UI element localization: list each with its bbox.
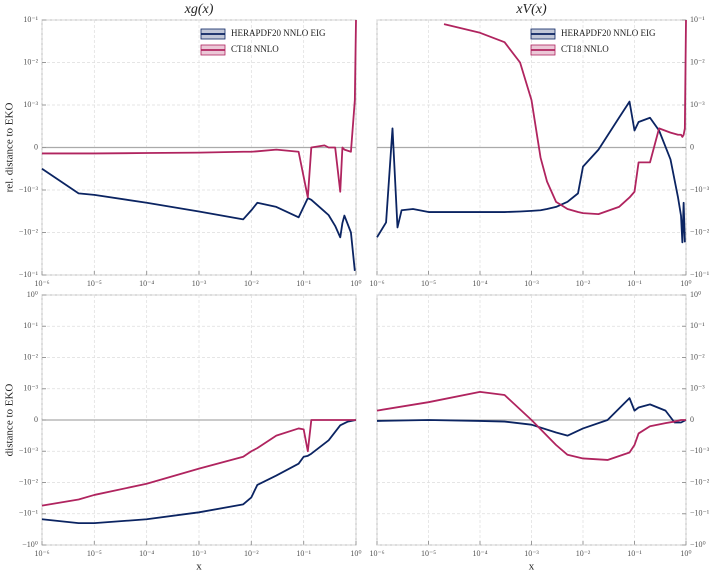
- x-tick-label: 10⁰: [680, 549, 691, 558]
- x-axis-label: x: [529, 561, 535, 573]
- y-tick-label: −10⁻¹: [690, 509, 710, 518]
- x-tick-label: 10⁻⁶: [34, 549, 49, 558]
- y-tick-label: 10⁻³: [23, 100, 38, 109]
- x-tick-label: 10⁰: [680, 279, 691, 288]
- x-tick-label: 10⁻²: [244, 549, 259, 558]
- y-axis-label: distance to EKO: [4, 384, 16, 457]
- x-tick-label: 10⁻⁴: [139, 279, 154, 288]
- y-tick-label: −10⁻¹: [19, 509, 39, 518]
- x-tick-label: 10⁻⁵: [421, 279, 436, 288]
- series-line: [41, 419, 357, 525]
- y-axis-label: rel. distance to EKO: [4, 103, 16, 193]
- x-tick-label: 10⁻¹: [627, 549, 642, 558]
- y-tick-label: 10⁻¹: [23, 15, 38, 24]
- y-tick-label: −10⁻¹: [690, 270, 710, 279]
- x-tick-label: 10⁻⁴: [472, 549, 487, 558]
- y-tick-label: −10⁻²: [19, 477, 39, 486]
- panel-title: xg(x): [184, 2, 214, 17]
- x-tick-label: 10⁰: [350, 279, 361, 288]
- y-tick-label: 10⁻²: [690, 57, 705, 66]
- x-tick-label: 10⁻²: [576, 549, 591, 558]
- x-tick-label: 10⁻⁶: [34, 279, 49, 288]
- x-tick-label: 10⁻⁶: [369, 279, 384, 288]
- y-tick-label: −10⁻³: [690, 446, 710, 455]
- y-tick-label: 10⁻¹: [690, 15, 705, 24]
- x-tick-label: 10⁻⁵: [87, 279, 102, 288]
- x-axis-label: x: [196, 561, 202, 573]
- y-tick-label: 0: [690, 142, 694, 151]
- y-tick-label: 0: [34, 142, 38, 151]
- y-tick-label: −10⁻²: [690, 477, 710, 486]
- series-line: [42, 19, 357, 199]
- x-tick-label: 10⁻⁵: [421, 549, 436, 558]
- x-tick-label: 10⁻¹: [627, 279, 642, 288]
- x-tick-label: 10⁻³: [524, 549, 539, 558]
- y-tick-label: −10⁰: [690, 540, 706, 549]
- x-tick-label: 10⁻²: [244, 279, 259, 288]
- x-tick-label: 10⁻²: [576, 279, 591, 288]
- y-tick-label: −10⁻²: [690, 227, 710, 236]
- x-tick-label: 10⁻³: [524, 279, 539, 288]
- series-line: [41, 419, 356, 507]
- y-tick-label: −10⁻¹: [19, 270, 39, 279]
- x-tick-label: 10⁻¹: [296, 279, 311, 288]
- y-tick-label: −10⁻³: [19, 185, 39, 194]
- y-tick-label: 10⁰: [690, 290, 701, 299]
- x-tick-label: 10⁻⁴: [139, 549, 154, 558]
- y-tick-label: 10⁻³: [690, 384, 705, 393]
- x-tick-label: 10⁻⁵: [87, 549, 102, 558]
- series-line: [376, 397, 687, 437]
- y-tick-label: 0: [690, 415, 694, 424]
- x-tick-label: 10⁻⁴: [472, 279, 487, 288]
- panel-title: xV(x): [515, 2, 547, 17]
- y-tick-label: 0: [34, 415, 38, 424]
- x-tick-label: 10⁻⁶: [369, 549, 384, 558]
- legend-label: CT18 NNLO: [231, 44, 279, 54]
- y-tick-label: 10⁻¹: [690, 321, 705, 330]
- series-line: [443, 19, 687, 216]
- series-line: [41, 168, 356, 271]
- series-line: [376, 390, 686, 461]
- legend-label: HERAPDF20 NNLO EIG: [231, 28, 326, 38]
- y-tick-label: 10⁻²: [23, 352, 38, 361]
- y-tick-label: −10⁻³: [690, 185, 710, 194]
- y-tick-label: 10⁻¹: [23, 321, 38, 330]
- legend-label: HERAPDF20 NNLO EIG: [561, 28, 656, 38]
- y-tick-label: −10⁻³: [19, 446, 39, 455]
- y-tick-label: 10⁰: [27, 290, 38, 299]
- x-tick-label: 10⁻³: [192, 549, 207, 558]
- y-tick-label: 10⁻³: [23, 384, 38, 393]
- x-tick-label: 10⁻³: [192, 279, 207, 288]
- x-tick-label: 10⁰: [350, 549, 361, 558]
- y-tick-label: 10⁻²: [690, 352, 705, 361]
- y-tick-label: −10⁻²: [19, 227, 39, 236]
- legend-label: CT18 NNLO: [561, 44, 609, 54]
- y-tick-label: −10⁰: [22, 540, 38, 549]
- x-tick-label: 10⁻¹: [296, 549, 311, 558]
- y-tick-label: 10⁻³: [690, 100, 705, 109]
- series-line: [376, 100, 686, 244]
- y-tick-label: 10⁻²: [23, 57, 38, 66]
